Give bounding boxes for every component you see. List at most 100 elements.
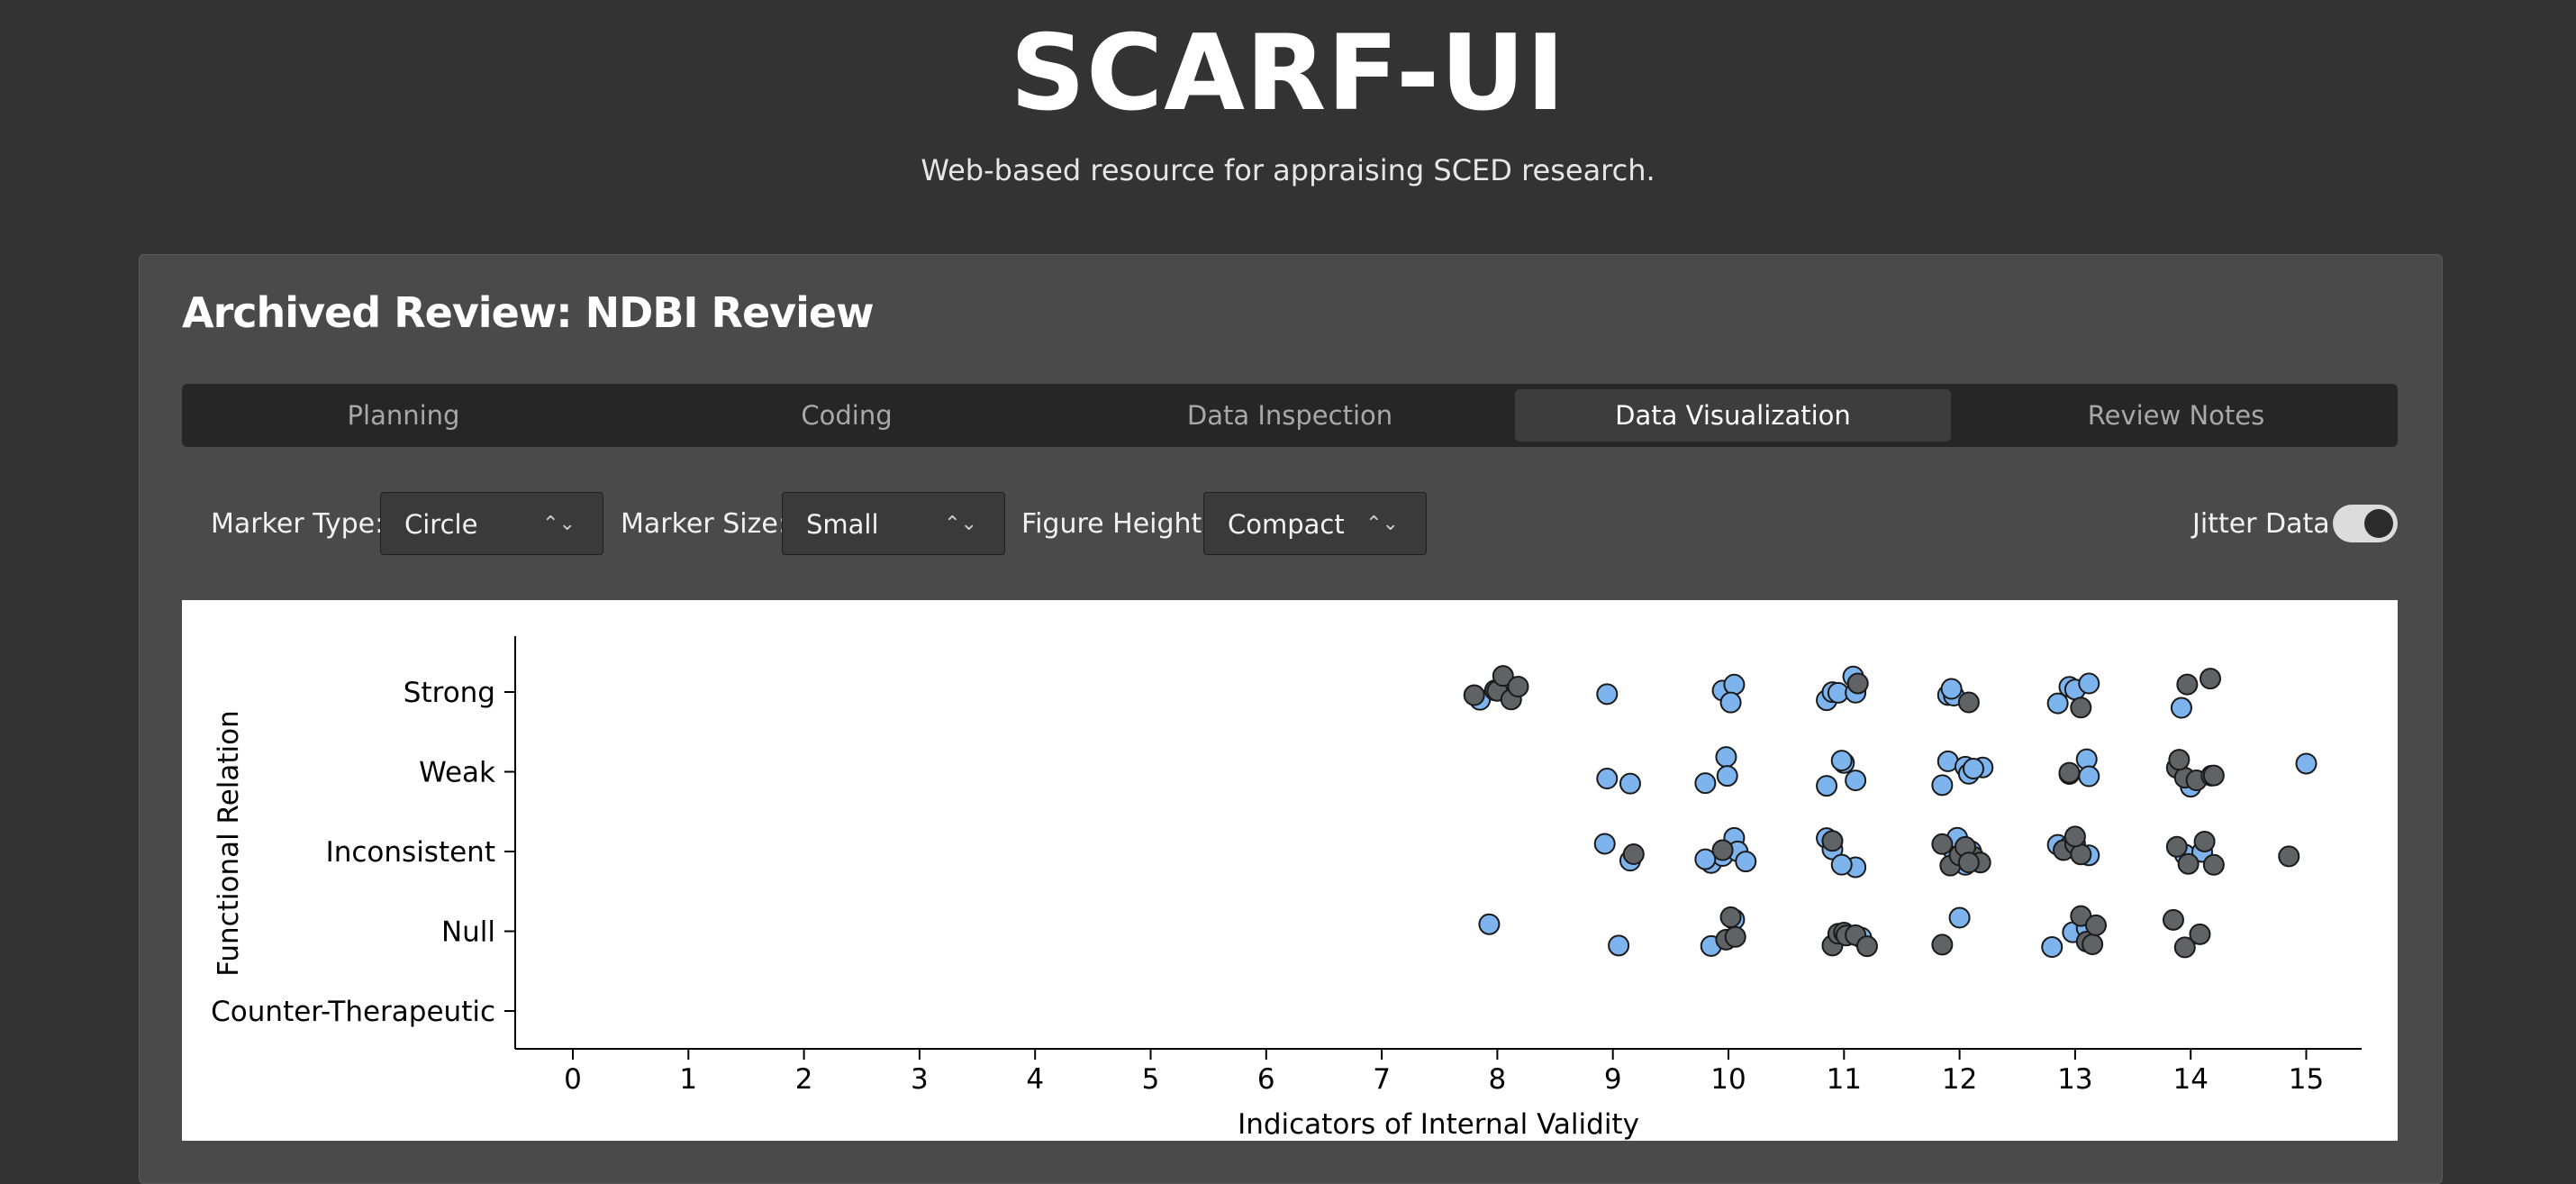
app-subtitle: Web-based resource for appraising SCED r… xyxy=(921,153,1655,187)
scatter-point xyxy=(2070,697,2092,719)
scatter-point xyxy=(1694,772,1717,795)
scatter-point xyxy=(1962,758,1984,780)
scatter-point xyxy=(2058,761,2081,784)
x-tick-label: 10 xyxy=(1710,1063,1746,1096)
scatter-point xyxy=(1821,830,1844,852)
scatter-point xyxy=(2176,673,2199,696)
scatter-point xyxy=(1931,833,1954,855)
y-tick-label: Counter-Therapeutic xyxy=(211,996,495,1028)
scatter-point xyxy=(2078,765,2100,788)
scatter-point xyxy=(2295,752,2317,775)
scatter-point xyxy=(1622,842,1645,865)
scatter-point xyxy=(2170,697,2192,719)
marker-type-value: Circle xyxy=(404,509,478,540)
y-tick-label: Weak xyxy=(419,757,495,789)
x-tick-label: 5 xyxy=(1142,1063,1160,1096)
figure-height-value: Compact xyxy=(1228,509,1345,540)
scatter-point xyxy=(1845,770,1867,792)
scatter-point xyxy=(2162,908,2184,931)
scatter-chart: 0 1 2 3 4 5 6 7 8 9 10 11 12 13 14 15StrongWeakInconsis… xyxy=(211,636,2362,1141)
jitter-data-toggle[interactable] xyxy=(2333,505,2398,542)
scatter-point xyxy=(1830,853,1853,876)
scatter-point xyxy=(1694,848,1717,870)
tab-data-visualization[interactable]: Data Visualization xyxy=(1515,389,1951,442)
figure-height-select[interactable]: Compact ⌃⌄ xyxy=(1203,492,1427,555)
chart-points xyxy=(1463,665,2317,959)
chevron-updown-icon: ⌃⌄ xyxy=(1365,513,1399,535)
tab-bar: Planning Coding Data Inspection Data Vis… xyxy=(182,384,2398,447)
tab-planning[interactable]: Planning xyxy=(347,400,460,431)
scatter-point xyxy=(1719,691,1742,714)
scatter-point xyxy=(1596,768,1619,790)
scatter-point xyxy=(2082,933,2104,955)
tab-review-notes[interactable]: Review Notes xyxy=(2087,400,2265,431)
scatter-point xyxy=(1816,775,1838,797)
marker-size-value: Small xyxy=(806,509,879,540)
scatter-point xyxy=(1507,675,1529,697)
x-tick-label: 11 xyxy=(1827,1063,1862,1096)
scatter-point xyxy=(1855,935,1878,958)
y-axis-title: Functional Relation xyxy=(213,710,245,977)
scatter-point xyxy=(1478,913,1501,935)
scatter-point xyxy=(1596,683,1619,706)
x-tick-label: 9 xyxy=(1604,1063,1622,1096)
figure-height-label: Figure Height: xyxy=(1021,508,1211,540)
x-tick-label: 0 xyxy=(564,1063,582,1096)
scatter-point xyxy=(2193,830,2216,852)
scatter-point xyxy=(1846,672,1869,695)
tab-coding[interactable]: Coding xyxy=(801,400,893,431)
scatter-point xyxy=(2202,764,2225,787)
y-tick-label: Strong xyxy=(404,677,495,709)
x-tick-label: 3 xyxy=(911,1063,929,1096)
jitter-data-label: Jitter Data xyxy=(2192,508,2330,540)
scatter-point xyxy=(1931,934,1954,956)
scatter-point xyxy=(1724,925,1746,948)
scatter-point xyxy=(1957,852,1980,874)
chart-labels: 0 1 2 3 4 5 6 7 8 9 10 11 12 13 14 15StrongWeakInconsis… xyxy=(211,677,2324,1141)
scatter-point xyxy=(1719,906,1742,928)
scatter-point xyxy=(1830,750,1853,772)
scatter-point xyxy=(1931,774,1954,797)
scatter-point xyxy=(2278,845,2300,868)
x-tick-label: 1 xyxy=(679,1063,697,1096)
chevron-updown-icon: ⌃⌄ xyxy=(944,513,977,535)
scatter-point xyxy=(1619,772,1641,795)
scatter-point xyxy=(2200,668,2222,690)
scatter-point xyxy=(2168,749,2191,771)
scatter-point xyxy=(2177,852,2200,875)
scatter-point xyxy=(2202,853,2225,876)
x-axis-title: Indicators of Internal Validity xyxy=(1238,1108,1639,1141)
x-tick-label: 13 xyxy=(2057,1063,2092,1096)
scatter-point xyxy=(2041,936,2064,959)
scatter-point xyxy=(1711,839,1734,861)
scatter-point xyxy=(1735,851,1757,873)
scatter-point xyxy=(1723,673,1746,696)
marker-type-label: Marker Type: xyxy=(211,508,385,540)
scatter-point xyxy=(2064,825,2086,848)
scatter-point xyxy=(2070,843,2092,866)
x-tick-label: 14 xyxy=(2172,1063,2208,1096)
plot-controls: Marker Type: Circle ⌃⌄ Marker Size: Smal… xyxy=(182,492,2398,557)
x-tick-label: 4 xyxy=(1026,1063,1044,1096)
scatter-point xyxy=(1715,746,1737,769)
scatter-point xyxy=(2165,835,2188,858)
y-tick-label: Null xyxy=(441,916,495,949)
marker-type-select[interactable]: Circle ⌃⌄ xyxy=(380,492,603,555)
scatter-point xyxy=(1948,906,1971,929)
scatter-point xyxy=(2046,692,2069,715)
scatter-point xyxy=(1940,678,1963,700)
x-tick-label: 7 xyxy=(1373,1063,1391,1096)
chart-axes xyxy=(504,636,2362,1060)
scatter-point xyxy=(1957,691,1980,714)
review-title: Archived Review: NDBI Review xyxy=(182,288,875,337)
scatter-point xyxy=(2173,936,2196,959)
tab-data-inspection[interactable]: Data Inspection xyxy=(1186,400,1393,431)
marker-size-select[interactable]: Small ⌃⌄ xyxy=(782,492,1005,555)
scatter-point xyxy=(1492,665,1514,688)
scatter-point xyxy=(2189,923,2211,945)
scatter-point xyxy=(1608,934,1630,957)
scatter-point xyxy=(2084,914,2107,936)
app-title: SCARF-UI xyxy=(1010,13,1566,134)
y-tick-label: Inconsistent xyxy=(326,836,495,869)
x-tick-label: 6 xyxy=(1257,1063,1275,1096)
